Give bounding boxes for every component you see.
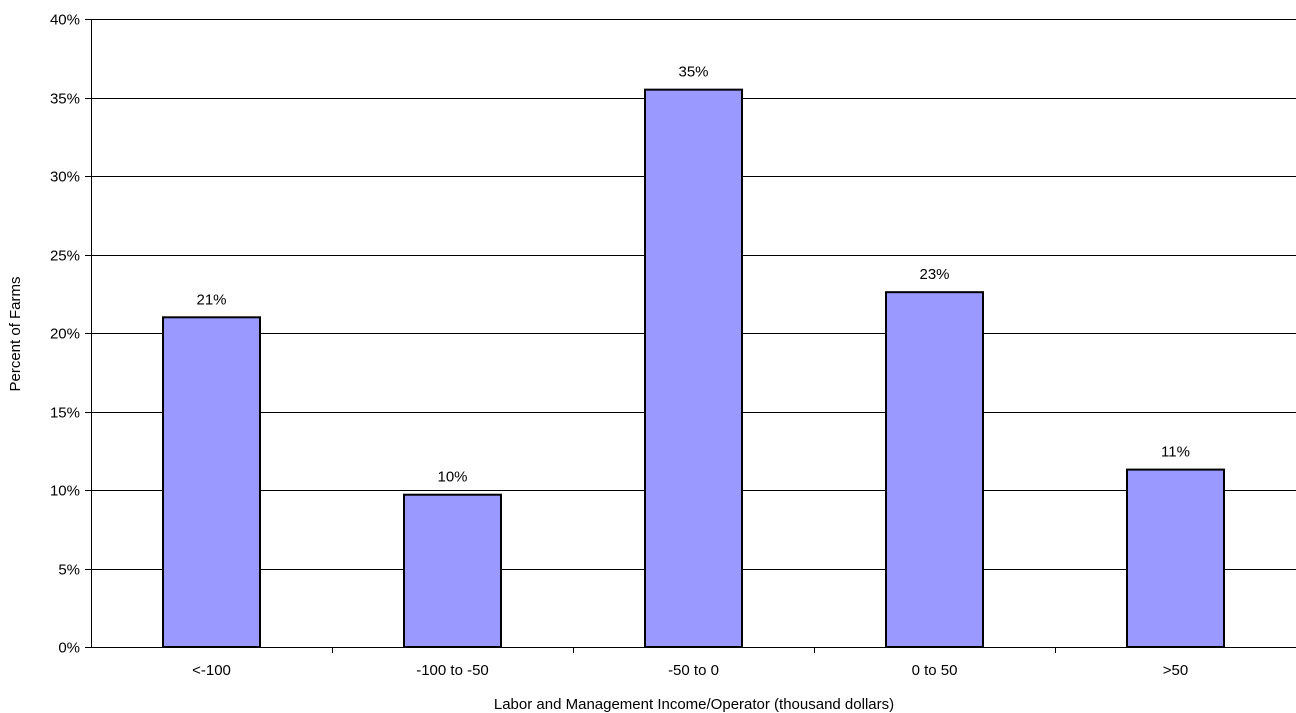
x-tick-label: >50 xyxy=(1163,662,1188,679)
x-tick-label: -50 to 0 xyxy=(668,662,719,679)
y-tick-label: 35% xyxy=(50,91,80,108)
data-label: 11% xyxy=(1161,444,1190,461)
y-tick-label: 40% xyxy=(50,12,80,29)
x-tick-label: -100 to -50 xyxy=(416,662,489,679)
axes xyxy=(85,19,1296,653)
y-tick-label: 25% xyxy=(50,248,80,265)
data-label: 35% xyxy=(678,64,708,81)
y-tick-label: 30% xyxy=(50,169,80,186)
y-tick-label: 0% xyxy=(58,640,80,657)
x-axis-title: Labor and Management Income/Operator (th… xyxy=(494,696,894,713)
bars xyxy=(162,88,1225,648)
bar xyxy=(885,291,984,648)
data-label: 10% xyxy=(437,469,467,486)
y-tick-label: 15% xyxy=(50,405,80,422)
y-tick-label: 10% xyxy=(50,483,80,500)
bar xyxy=(162,316,261,648)
y-tick-label: 20% xyxy=(50,326,80,343)
data-label: 21% xyxy=(196,291,226,308)
x-tick-label: <-100 xyxy=(192,662,231,679)
data-label: 23% xyxy=(919,266,949,283)
y-axis-title: Percent of Farms xyxy=(7,276,24,391)
bar xyxy=(1126,468,1225,648)
bar xyxy=(403,493,502,648)
x-tick-label: 0 to 50 xyxy=(912,662,958,679)
tick-labels: 0% 5% 10% 15% 20% 25% 30% 35% 40% <-100 -100 to -5… xyxy=(50,12,1188,680)
y-tick-label: 5% xyxy=(58,562,80,579)
bar xyxy=(644,88,743,648)
data-labels: 21% 10% 35% 23% 11% xyxy=(196,64,1189,486)
